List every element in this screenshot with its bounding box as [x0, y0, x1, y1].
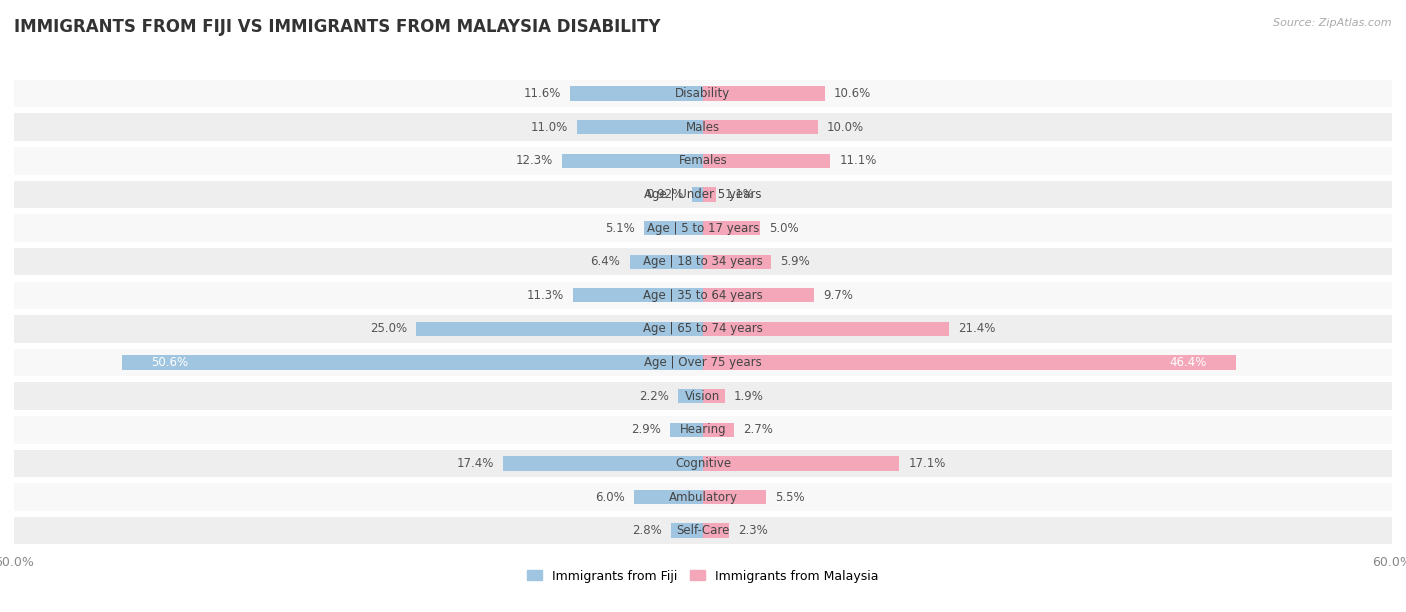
Bar — [14, 349, 1392, 376]
Bar — [703, 154, 831, 168]
Text: Source: ZipAtlas.com: Source: ZipAtlas.com — [1274, 18, 1392, 28]
Text: Vision: Vision — [685, 390, 721, 403]
Bar — [634, 490, 703, 504]
Bar — [14, 80, 1392, 107]
Text: Age | 18 to 34 years: Age | 18 to 34 years — [643, 255, 763, 268]
Text: 9.7%: 9.7% — [824, 289, 853, 302]
Bar — [14, 517, 1392, 545]
Text: 10.0%: 10.0% — [827, 121, 865, 134]
Bar — [14, 315, 1392, 343]
Text: 11.3%: 11.3% — [527, 289, 564, 302]
Text: 21.4%: 21.4% — [957, 323, 995, 335]
Bar — [562, 154, 703, 168]
Text: 12.3%: 12.3% — [516, 154, 553, 167]
Text: Age | 5 to 17 years: Age | 5 to 17 years — [647, 222, 759, 234]
Bar — [574, 288, 703, 302]
Text: 11.0%: 11.0% — [530, 121, 568, 134]
Text: 5.5%: 5.5% — [775, 490, 806, 504]
Bar — [703, 456, 900, 471]
Legend: Immigrants from Fiji, Immigrants from Malaysia: Immigrants from Fiji, Immigrants from Ma… — [522, 564, 884, 588]
Bar — [416, 322, 703, 336]
Text: Disability: Disability — [675, 87, 731, 100]
Text: 2.8%: 2.8% — [631, 524, 662, 537]
Text: 17.4%: 17.4% — [457, 457, 494, 470]
Text: 17.1%: 17.1% — [908, 457, 946, 470]
Bar — [703, 86, 825, 101]
Text: 46.4%: 46.4% — [1170, 356, 1208, 369]
Text: 2.2%: 2.2% — [638, 390, 669, 403]
Bar — [576, 120, 703, 135]
Bar — [14, 416, 1392, 444]
Bar — [692, 187, 703, 201]
Text: 5.0%: 5.0% — [769, 222, 799, 234]
Text: 6.4%: 6.4% — [591, 255, 620, 268]
Bar — [703, 523, 730, 538]
Text: 2.9%: 2.9% — [631, 424, 661, 436]
Text: 5.1%: 5.1% — [606, 222, 636, 234]
Text: 25.0%: 25.0% — [370, 323, 406, 335]
Bar — [644, 221, 703, 235]
Bar — [122, 356, 703, 370]
Text: 1.1%: 1.1% — [725, 188, 755, 201]
Bar — [14, 450, 1392, 477]
Bar — [14, 147, 1392, 174]
Bar — [703, 120, 818, 135]
Text: Age | Over 75 years: Age | Over 75 years — [644, 356, 762, 369]
Text: 50.6%: 50.6% — [150, 356, 188, 369]
Text: 6.0%: 6.0% — [595, 490, 624, 504]
Text: 10.6%: 10.6% — [834, 87, 872, 100]
Text: Males: Males — [686, 121, 720, 134]
Text: 2.7%: 2.7% — [744, 424, 773, 436]
Text: 5.9%: 5.9% — [780, 255, 810, 268]
Text: Cognitive: Cognitive — [675, 457, 731, 470]
Bar — [703, 322, 949, 336]
Bar — [703, 187, 716, 201]
Bar — [14, 214, 1392, 242]
Text: 0.92%: 0.92% — [645, 188, 683, 201]
Bar — [703, 255, 770, 269]
Bar — [703, 288, 814, 302]
Bar — [703, 389, 725, 403]
Text: 11.6%: 11.6% — [523, 87, 561, 100]
Text: IMMIGRANTS FROM FIJI VS IMMIGRANTS FROM MALAYSIA DISABILITY: IMMIGRANTS FROM FIJI VS IMMIGRANTS FROM … — [14, 18, 661, 36]
Bar — [703, 423, 734, 437]
Bar — [703, 490, 766, 504]
Bar — [671, 523, 703, 538]
Text: 11.1%: 11.1% — [839, 154, 877, 167]
Text: Age | 35 to 64 years: Age | 35 to 64 years — [643, 289, 763, 302]
Bar — [569, 86, 703, 101]
Text: Age | 65 to 74 years: Age | 65 to 74 years — [643, 323, 763, 335]
Bar — [503, 456, 703, 471]
Bar — [14, 181, 1392, 208]
Text: Self-Care: Self-Care — [676, 524, 730, 537]
Text: 2.3%: 2.3% — [738, 524, 768, 537]
Bar — [678, 389, 703, 403]
Text: Hearing: Hearing — [679, 424, 727, 436]
Text: Age | Under 5 years: Age | Under 5 years — [644, 188, 762, 201]
Bar — [14, 113, 1392, 141]
Bar — [14, 483, 1392, 511]
Bar — [14, 382, 1392, 410]
Bar — [14, 248, 1392, 275]
Text: Ambulatory: Ambulatory — [668, 490, 738, 504]
Bar — [630, 255, 703, 269]
Bar — [703, 221, 761, 235]
Text: 1.9%: 1.9% — [734, 390, 763, 403]
Text: Females: Females — [679, 154, 727, 167]
Bar — [14, 282, 1392, 309]
Bar — [703, 356, 1236, 370]
Bar — [669, 423, 703, 437]
